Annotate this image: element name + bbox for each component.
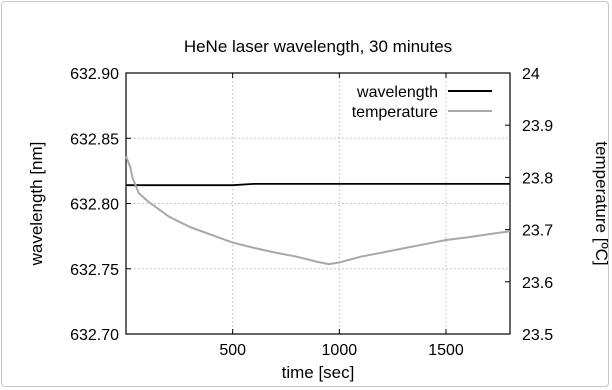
y2-tick-label: 24 <box>522 66 540 83</box>
grid <box>126 73 510 334</box>
y2-tick-label: 23.8 <box>522 170 553 187</box>
y-tick-label: 632.90 <box>70 66 119 83</box>
series <box>125 156 511 266</box>
series-line-wavelength <box>126 182 510 187</box>
legend-label: temperature <box>352 104 438 121</box>
x-tick-label: 500 <box>219 342 246 359</box>
y2-tick-label: 23.5 <box>522 327 553 344</box>
y2-axis-label: temperature [ºC] <box>592 141 611 265</box>
series-line-temperature <box>125 156 511 266</box>
y-tick-label: 632.85 <box>70 131 119 148</box>
y-tick-label: 632.80 <box>70 197 119 214</box>
ticks: 500 1000 1500 632.70 632.75 632.80 632.85 632.9… <box>70 66 553 359</box>
y-tick-label: 632.70 <box>70 327 119 344</box>
y-tick-label: 632.75 <box>70 262 119 279</box>
y-axis-label: wavelength [nm] <box>27 142 46 267</box>
y2-tick-label: 23.7 <box>522 223 553 240</box>
y2-tick-label: 23.9 <box>522 118 553 135</box>
x-axis-label: time [sec] <box>282 363 355 382</box>
legend-label: wavelength <box>356 84 438 101</box>
x-tick-label: 1500 <box>428 342 464 359</box>
chart-title: HeNe laser wavelength, 30 minutes <box>184 37 452 56</box>
y2-tick-label: 23.6 <box>522 275 553 292</box>
x-tick-label: 1000 <box>322 342 358 359</box>
legend: wavelength temperature <box>352 84 492 121</box>
